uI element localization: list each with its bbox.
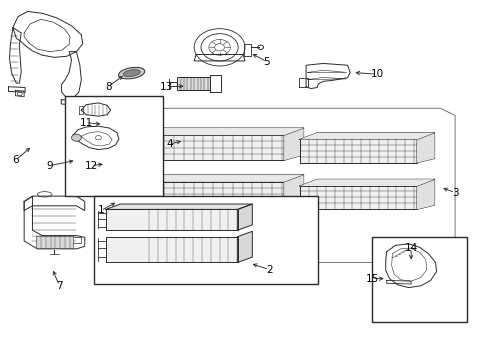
Bar: [372, 237, 467, 321]
Bar: [106, 210, 238, 230]
Bar: [106, 237, 148, 262]
Text: 13: 13: [160, 82, 173, 92]
Text: 4: 4: [166, 139, 172, 149]
Text: 11: 11: [79, 118, 93, 128]
Polygon shape: [137, 175, 304, 182]
Bar: [137, 182, 284, 207]
Bar: [65, 96, 163, 196]
Polygon shape: [106, 204, 252, 210]
Bar: [106, 210, 148, 230]
Text: 7: 7: [56, 281, 63, 291]
Text: 6: 6: [12, 155, 19, 165]
Text: 14: 14: [405, 243, 418, 253]
Text: 1: 1: [98, 206, 104, 216]
Text: 10: 10: [370, 69, 384, 79]
Bar: [176, 77, 210, 90]
Polygon shape: [300, 133, 435, 139]
Bar: [106, 237, 238, 262]
Text: 9: 9: [46, 161, 53, 171]
Polygon shape: [238, 231, 252, 262]
Polygon shape: [137, 128, 304, 135]
Polygon shape: [284, 175, 304, 207]
Circle shape: [72, 134, 81, 141]
Bar: [300, 186, 417, 210]
Text: 12: 12: [84, 161, 98, 171]
Polygon shape: [417, 133, 435, 163]
Text: 8: 8: [105, 82, 112, 92]
Ellipse shape: [119, 67, 145, 79]
Bar: [36, 236, 73, 248]
Ellipse shape: [123, 69, 140, 77]
Text: 3: 3: [452, 188, 459, 198]
Text: 15: 15: [366, 274, 379, 284]
Bar: [94, 196, 318, 284]
Text: 5: 5: [264, 57, 270, 67]
Polygon shape: [238, 204, 252, 230]
Bar: [300, 139, 417, 163]
Polygon shape: [417, 179, 435, 210]
Polygon shape: [284, 128, 304, 160]
Polygon shape: [300, 179, 435, 186]
Bar: [137, 135, 284, 160]
Text: 2: 2: [266, 265, 273, 275]
